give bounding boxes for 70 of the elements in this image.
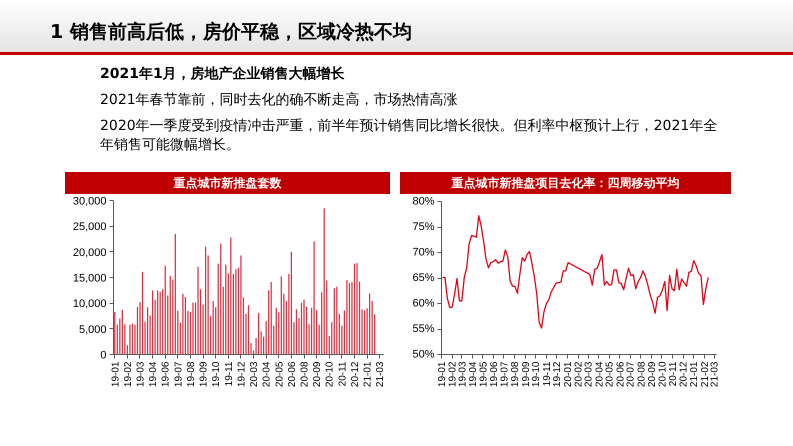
y-tick-label: 60% bbox=[412, 298, 435, 310]
text: 2020年一季度受到疫情冲击严重，前半年预计销售同比增长很快。但利率中枢预计上行，2021年全年销售可能微幅增长。 bbox=[100, 117, 718, 155]
x-tick-label: 21-03 bbox=[375, 361, 386, 388]
x-tick-label: 20-03 bbox=[584, 361, 595, 388]
x-tick-label: 19-03 bbox=[457, 361, 468, 388]
y-tick-label: 55% bbox=[412, 323, 435, 335]
y-tick-label: 50% bbox=[412, 348, 435, 360]
y-tick-label: 30,000 bbox=[72, 196, 107, 208]
x-tick-label: 19-10 bbox=[211, 361, 222, 388]
x-tick-label: 20-05 bbox=[274, 361, 286, 388]
y-tick-label: 0 bbox=[100, 350, 107, 362]
x-tick-label: 20-09 bbox=[647, 361, 658, 388]
x-tick-label: 19-11 bbox=[224, 361, 235, 386]
text: 2021年春节靠前，同时去化的确不断走高，市场热情高涨 bbox=[100, 91, 459, 110]
x-tick-label: 20-11 bbox=[337, 361, 348, 386]
x-tick-label: 19-08 bbox=[186, 361, 197, 388]
x-tick-label: 20-06 bbox=[615, 361, 626, 388]
x-tick-label: 20-04 bbox=[594, 361, 606, 388]
x-tick-label: 21-01 bbox=[689, 361, 700, 388]
x-tick-label: 19-12 bbox=[552, 361, 564, 388]
x-tick-label: 19-02 bbox=[122, 361, 134, 388]
x-tick-label: 20-10 bbox=[324, 361, 336, 388]
x-tick-label: 19-01 bbox=[437, 361, 448, 388]
x-tick-label: 19-03 bbox=[135, 361, 146, 388]
x-tick-label: 19-11 bbox=[542, 361, 553, 386]
x-tick-label: 20-12 bbox=[678, 361, 690, 388]
x-tick-label: 19-04 bbox=[468, 361, 480, 388]
x-tick-label: 21-03 bbox=[710, 361, 721, 388]
x-tick-label: 21-01 bbox=[362, 361, 374, 388]
x-tick-label: 20-03 bbox=[249, 361, 260, 388]
x-tick-label: 20-02 bbox=[574, 361, 585, 388]
x-tick-label: 19-07 bbox=[173, 361, 184, 388]
x-tick-label: 19-06 bbox=[489, 361, 500, 388]
x-tick-label: 19-04 bbox=[148, 361, 160, 388]
y-tick-label: 25,000 bbox=[72, 221, 107, 234]
x-tick-label: 19-09 bbox=[520, 361, 532, 388]
x-tick-label: 19-02 bbox=[448, 361, 459, 388]
x-tick-label: 19-09 bbox=[198, 361, 210, 388]
x-tick-label: 20-06 bbox=[286, 361, 298, 388]
x-tick-label: 20-11 bbox=[668, 361, 680, 386]
y-tick-label: 10,000 bbox=[72, 298, 107, 310]
line-series bbox=[442, 215, 709, 329]
x-tick-label: 20-10 bbox=[657, 361, 668, 388]
x-tick-label: 19-01 bbox=[110, 361, 122, 388]
x-tick-label: 20-08 bbox=[300, 361, 311, 388]
x-tick-label: 19-08 bbox=[510, 361, 522, 388]
y-tick-label: 75% bbox=[412, 221, 435, 233]
x-tick-label: 19-07 bbox=[499, 361, 510, 388]
chart-title: 重点城市新推盘项目去化率：四周移动平均 bbox=[452, 175, 680, 192]
x-tick-label: 20-07 bbox=[626, 361, 637, 388]
text: 1 销售前高后低，房价平稳，区域冷热不均 bbox=[50, 20, 412, 45]
y-tick-label: 65% bbox=[412, 272, 435, 284]
chart-title: 重点城市新推盘套数 bbox=[174, 175, 282, 192]
x-tick-label: 20-04 bbox=[262, 361, 273, 388]
y-tick-label: 20,000 bbox=[72, 246, 107, 259]
y-tick-label: 5,000 bbox=[78, 324, 107, 336]
x-tick-label: 19-12 bbox=[236, 361, 248, 388]
y-tick-label: 15,000 bbox=[72, 272, 107, 284]
y-tick-label: 80% bbox=[412, 196, 435, 208]
x-tick-label: 20-01 bbox=[562, 361, 574, 388]
text: 2021年1月，房地产企业销售大幅增长 bbox=[100, 65, 346, 84]
y-tick-label: 70% bbox=[412, 246, 435, 258]
x-tick-label: 20-08 bbox=[636, 361, 648, 388]
x-tick-label: 19-10 bbox=[531, 361, 542, 388]
x-tick-label: 20-05 bbox=[604, 361, 616, 388]
x-tick-label: 20-09 bbox=[312, 361, 324, 388]
x-tick-label: 19-05 bbox=[478, 361, 490, 388]
x-tick-label: 20-12 bbox=[350, 361, 361, 388]
x-tick-label: 19-06 bbox=[160, 361, 172, 388]
x-tick-label: 21-02 bbox=[700, 361, 711, 388]
